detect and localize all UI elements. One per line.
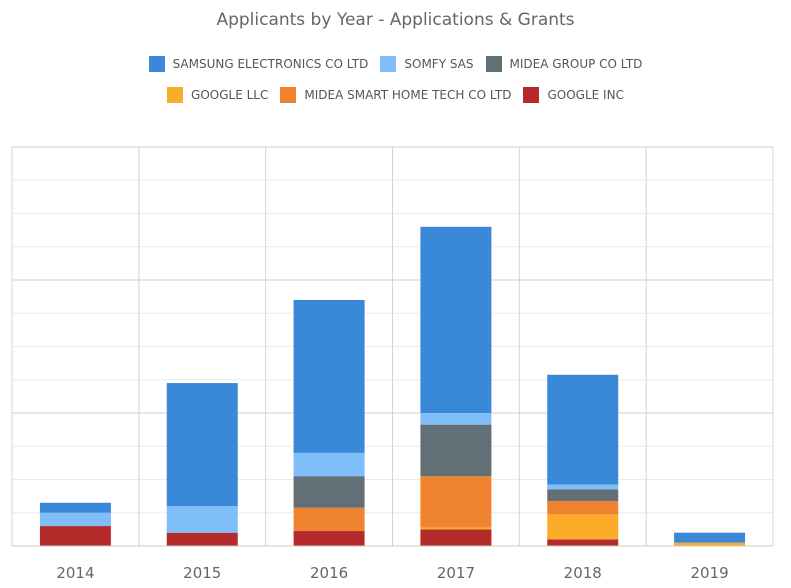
x-tick-label: 2014 — [56, 564, 94, 582]
bar-somfy-sas-2016 — [293, 452, 365, 477]
bar-google-inc-2015 — [166, 532, 238, 546]
legend-swatch — [280, 87, 297, 103]
bar-samsung-electronics-co-ltd-2018 — [547, 374, 619, 485]
legend-label: GOOGLE INC — [547, 88, 624, 102]
x-tick-label: 2019 — [690, 564, 728, 582]
chart-title: Applicants by Year - Applications & Gran… — [216, 10, 575, 30]
legend-swatch — [148, 56, 165, 72]
x-tick-label: 2016 — [310, 564, 348, 582]
bar-midea-smart-home-tech-co-ltd-2018 — [547, 501, 619, 515]
bar-midea-group-co-ltd-2018 — [547, 489, 619, 502]
bar-midea-smart-home-tech-co-ltd-2017 — [420, 476, 492, 528]
legend-item-somfy-sas[interactable]: SOMFY SAS — [380, 56, 474, 72]
bar-google-llc-2019 — [674, 542, 746, 546]
bar-google-llc-2018 — [547, 514, 619, 540]
bar-google-llc-2017 — [420, 527, 492, 530]
legend-swatch — [380, 56, 397, 72]
legend-label: SOMFY SAS — [404, 57, 474, 71]
legend-label: GOOGLE LLC — [191, 88, 269, 102]
legend-label: SAMSUNG ELECTRONICS CO LTD — [172, 57, 369, 71]
legend-row-2: GOOGLE LLC MIDEA SMART HOME TECH CO LTD GO… — [0, 87, 791, 103]
bar-google-inc-2017 — [420, 529, 492, 546]
bar-samsung-electronics-co-ltd-2014 — [39, 502, 111, 513]
x-tick-label: 2017 — [437, 564, 475, 582]
legend-item-google-llc[interactable]: GOOGLE LLC — [167, 87, 268, 103]
legend-label: MIDEA GROUP CO LTD — [509, 57, 643, 71]
legend-row-1: SAMSUNG ELECTRONICS CO LTD SOMFY SAS MIDEA… — [0, 56, 791, 72]
bar-midea-group-co-ltd-2017 — [420, 424, 492, 477]
bar-midea-smart-home-tech-co-ltd-2016 — [293, 507, 365, 532]
legend-item-midea-smart-home-tech-co-ltd[interactable]: MIDEA SMART HOME TECH CO LTD — [280, 87, 511, 103]
bar-midea-group-co-ltd-2016 — [293, 476, 365, 508]
bar-somfy-sas-2017 — [420, 413, 492, 425]
bar-samsung-electronics-co-ltd-2015 — [166, 383, 238, 507]
bar-google-inc-2016 — [293, 531, 365, 546]
bar-somfy-sas-2014 — [39, 512, 111, 527]
bar-samsung-electronics-co-ltd-2016 — [293, 299, 365, 453]
bar-google-inc-2018 — [547, 539, 619, 546]
legend-label: MIDEA SMART HOME TECH CO LTD — [304, 88, 512, 102]
legend-swatch — [485, 56, 502, 72]
bar-samsung-electronics-co-ltd-2017 — [420, 226, 492, 413]
legend-item-google-inc[interactable]: GOOGLE INC — [523, 87, 624, 103]
x-tick-label: 2015 — [183, 564, 221, 582]
x-tick-label: 2018 — [564, 564, 602, 582]
bar-google-inc-2014 — [39, 526, 111, 546]
legend-swatch — [167, 87, 184, 103]
bar-somfy-sas-2018 — [547, 484, 619, 490]
bar-samsung-electronics-co-ltd-2019 — [674, 532, 746, 543]
bar-somfy-sas-2015 — [166, 506, 238, 533]
legend-item-samsung-electronics-co-ltd[interactable]: SAMSUNG ELECTRONICS CO LTD — [148, 56, 369, 72]
legend-item-midea-group-co-ltd[interactable]: MIDEA GROUP CO LTD — [485, 56, 643, 72]
legend-swatch — [523, 87, 540, 103]
